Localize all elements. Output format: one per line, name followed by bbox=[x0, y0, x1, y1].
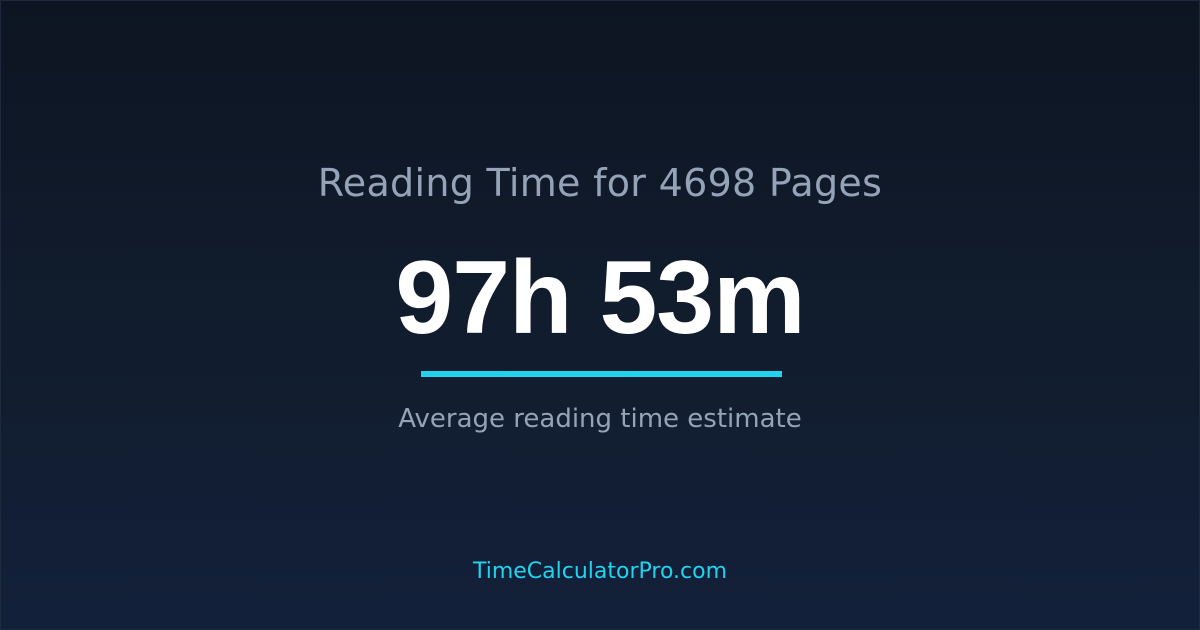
reading-time-value: 97h 53m bbox=[395, 240, 805, 356]
site-name: TimeCalculatorPro.com bbox=[472, 559, 728, 584]
subtitle: Average reading time estimate bbox=[398, 404, 802, 434]
accent-underline bbox=[421, 371, 782, 377]
page-title: Reading Time for 4698 Pages bbox=[317, 161, 883, 205]
